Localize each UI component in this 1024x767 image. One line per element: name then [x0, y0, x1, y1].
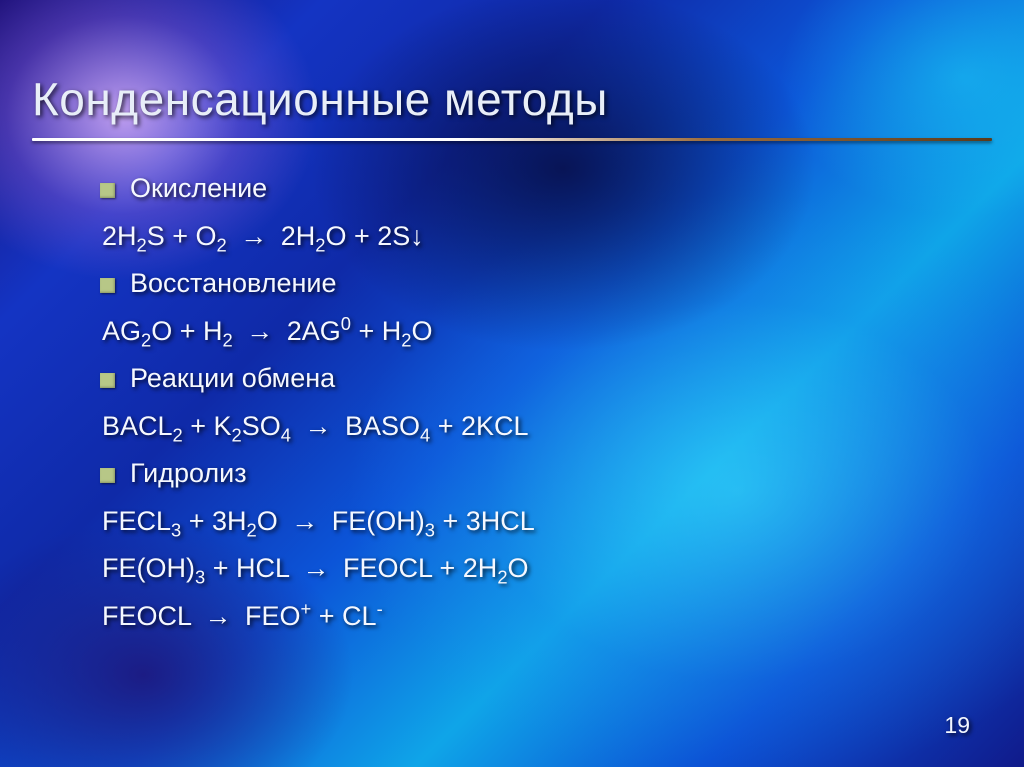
formula-text: AG2O + H2 → 2AG0 + H2O	[102, 314, 433, 349]
bullet-icon	[100, 373, 115, 388]
slide-content: Окисление 2H2S + O2 → 2H2O + 2S↓ Восстан…	[32, 171, 992, 633]
bullet-icon	[100, 278, 115, 293]
formula-text: FEOCL → FEO+ + CL-	[102, 599, 383, 634]
section-heading-row: Гидролиз	[100, 456, 992, 491]
formula-text: FECL3 + 3H2O → FE(OH)3 + 3HCL	[102, 504, 535, 539]
slide: Конденсационные методы Окисление 2H2S + …	[0, 0, 1024, 767]
slide-title: Конденсационные методы	[32, 72, 992, 126]
section-heading: Окисление	[130, 171, 267, 206]
formula-row: BACL2 + K2SO4 → BASO4 + 2KCL	[100, 409, 992, 444]
formula-row: FE(OH)3 + HCL → FEOCL + 2H2O	[100, 551, 992, 586]
formula-text: 2H2S + O2 → 2H2O + 2S↓	[102, 219, 424, 254]
bullet-icon	[100, 468, 115, 483]
section-heading-row: Восстановление	[100, 266, 992, 301]
section-heading: Гидролиз	[130, 456, 247, 491]
formula-text: FE(OH)3 + HCL → FEOCL + 2H2O	[102, 551, 529, 586]
formula-row: AG2O + H2 → 2AG0 + H2O	[100, 314, 992, 349]
title-underline	[32, 138, 992, 141]
bullet-icon	[100, 183, 115, 198]
section-heading-row: Реакции обмена	[100, 361, 992, 396]
section-heading: Восстановление	[130, 266, 337, 301]
formula-row: 2H2S + O2 → 2H2O + 2S↓	[100, 219, 992, 254]
section-heading-row: Окисление	[100, 171, 992, 206]
page-number: 19	[944, 712, 970, 739]
formula-row: FEOCL → FEO+ + CL-	[100, 599, 992, 634]
formula-text: BACL2 + K2SO4 → BASO4 + 2KCL	[102, 409, 529, 444]
section-heading: Реакции обмена	[130, 361, 335, 396]
formula-row: FECL3 + 3H2O → FE(OH)3 + 3HCL	[100, 504, 992, 539]
